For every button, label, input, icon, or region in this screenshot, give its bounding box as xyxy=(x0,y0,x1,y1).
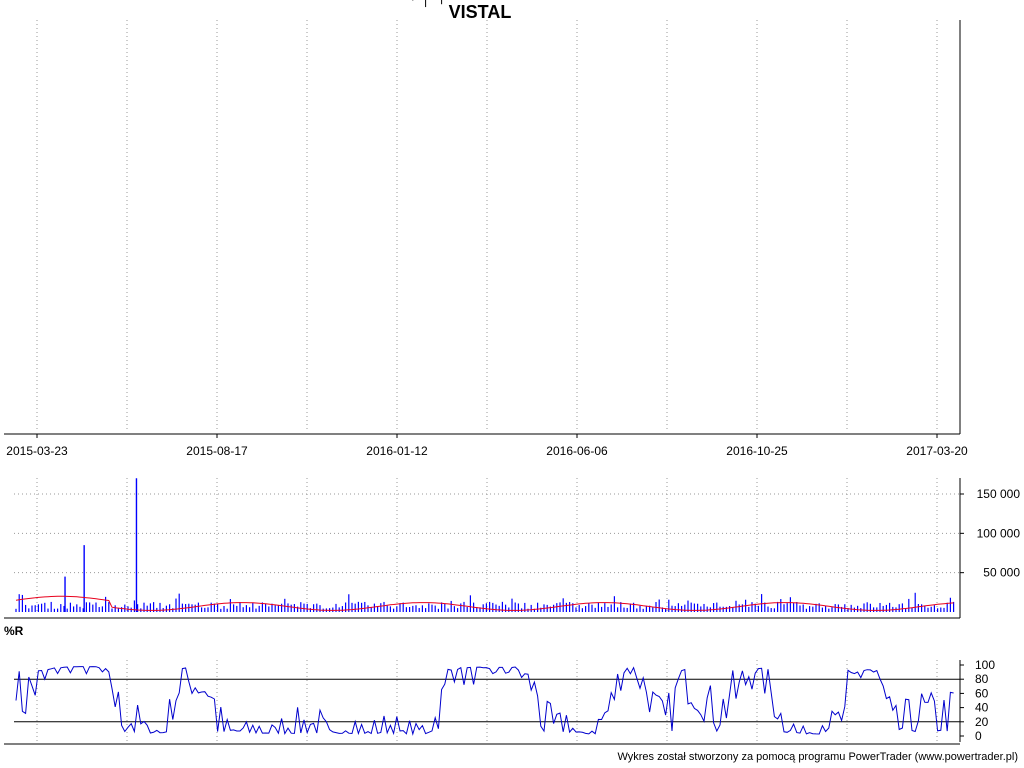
x-tick-label: 2017-03-20 xyxy=(906,444,968,458)
x-tick-label: 2015-03-23 xyxy=(6,444,68,458)
grid xyxy=(14,20,960,742)
williams-r-line xyxy=(14,666,960,736)
x-tick-label: 2016-10-25 xyxy=(726,444,788,458)
wr-y-tick-label: 20 xyxy=(975,715,989,729)
williams-r-label: %R xyxy=(4,624,24,638)
volume-average-line xyxy=(15,595,954,611)
wr-y-tick-label: 0 xyxy=(975,729,982,743)
tick-labels: 8,009,0010,0011,0012,0013,002015-03-2320… xyxy=(6,444,1021,743)
williams-r-line-path xyxy=(15,666,954,736)
volume-y-tick-label: 150 000 xyxy=(977,487,1021,501)
wr-y-tick-label: 40 xyxy=(975,701,989,715)
wr-y-tick-label: 100 xyxy=(975,658,995,672)
footer-credit: Wykres został stworzony za pomocą progra… xyxy=(617,751,1018,763)
wr-y-tick-label: 60 xyxy=(975,686,989,700)
axes xyxy=(4,20,964,745)
volume-y-tick-label: 50 000 xyxy=(983,566,1020,580)
volume-y-tick-label: 100 000 xyxy=(977,526,1021,540)
chart-title: VISTAL xyxy=(448,2,512,22)
x-tick-label: 2015-08-17 xyxy=(186,444,248,458)
wr-y-tick-label: 80 xyxy=(975,672,989,686)
x-tick-label: 2016-01-12 xyxy=(366,444,428,458)
volume-bars xyxy=(15,478,955,612)
x-tick-label: 2016-06-06 xyxy=(546,444,608,458)
